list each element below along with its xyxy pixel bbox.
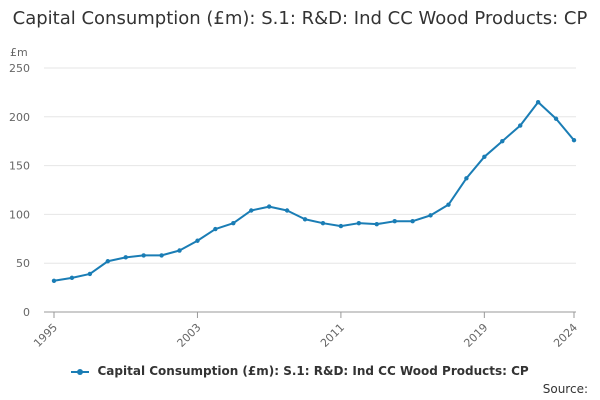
data-point[interactable] <box>500 139 505 144</box>
data-point[interactable] <box>446 202 451 207</box>
data-point[interactable] <box>338 223 344 229</box>
data-point[interactable] <box>428 213 433 218</box>
y-tick-label: 0 <box>23 306 30 319</box>
legend[interactable]: Capital Consumption (£m): S.1: R&D: Ind … <box>0 364 600 378</box>
y-axis-unit-label: £m <box>10 46 28 59</box>
x-tick-label: 2003 <box>175 321 204 350</box>
source-label: Source: <box>542 382 588 396</box>
data-point[interactable] <box>123 255 128 260</box>
y-tick-label: 250 <box>9 62 30 75</box>
data-point[interactable] <box>177 248 182 253</box>
data-point[interactable] <box>571 138 577 143</box>
x-tick-label: 2024 <box>551 321 580 350</box>
data-point[interactable] <box>302 217 308 222</box>
data-point[interactable] <box>535 99 541 105</box>
data-point[interactable] <box>284 208 290 213</box>
data-point[interactable] <box>213 226 218 232</box>
x-tick-label: 2019 <box>461 321 490 350</box>
x-tick-label: 1995 <box>31 321 60 350</box>
data-point[interactable] <box>266 204 272 209</box>
data-point[interactable] <box>410 219 415 224</box>
data-point[interactable] <box>69 275 75 281</box>
chart-title: Capital Consumption (£m): S.1: R&D: Ind … <box>12 8 588 29</box>
y-tick-label: 150 <box>9 160 30 173</box>
data-point[interactable] <box>195 238 200 243</box>
gridlines <box>44 67 576 313</box>
legend-swatch-icon <box>71 367 90 377</box>
series-line-group <box>51 99 577 283</box>
data-point[interactable] <box>105 259 110 264</box>
data-point[interactable] <box>518 123 523 128</box>
data-point[interactable] <box>141 253 146 258</box>
data-point[interactable] <box>51 278 57 283</box>
x-tick-label: 2011 <box>318 321 347 350</box>
y-tick-label: 100 <box>9 208 30 221</box>
y-tick-label: 50 <box>16 257 30 270</box>
data-point[interactable] <box>464 176 469 181</box>
data-point[interactable] <box>482 154 487 160</box>
data-point[interactable] <box>392 219 397 224</box>
data-point[interactable] <box>356 220 362 226</box>
data-point[interactable] <box>87 271 93 277</box>
data-point[interactable] <box>231 220 236 226</box>
data-point[interactable] <box>320 220 326 226</box>
y-tick-label: 200 <box>9 111 30 124</box>
data-point[interactable] <box>374 221 379 227</box>
data-point[interactable] <box>553 116 559 121</box>
x-axis: 1995 2003 2011 2019 2024 <box>31 312 580 350</box>
series-line <box>53 101 575 282</box>
data-point[interactable] <box>249 208 254 213</box>
y-axis-ticks: 0 50 100 150 200 250 <box>9 62 30 319</box>
data-point[interactable] <box>159 253 164 258</box>
legend-label: Capital Consumption (£m): S.1: R&D: Ind … <box>97 364 529 378</box>
